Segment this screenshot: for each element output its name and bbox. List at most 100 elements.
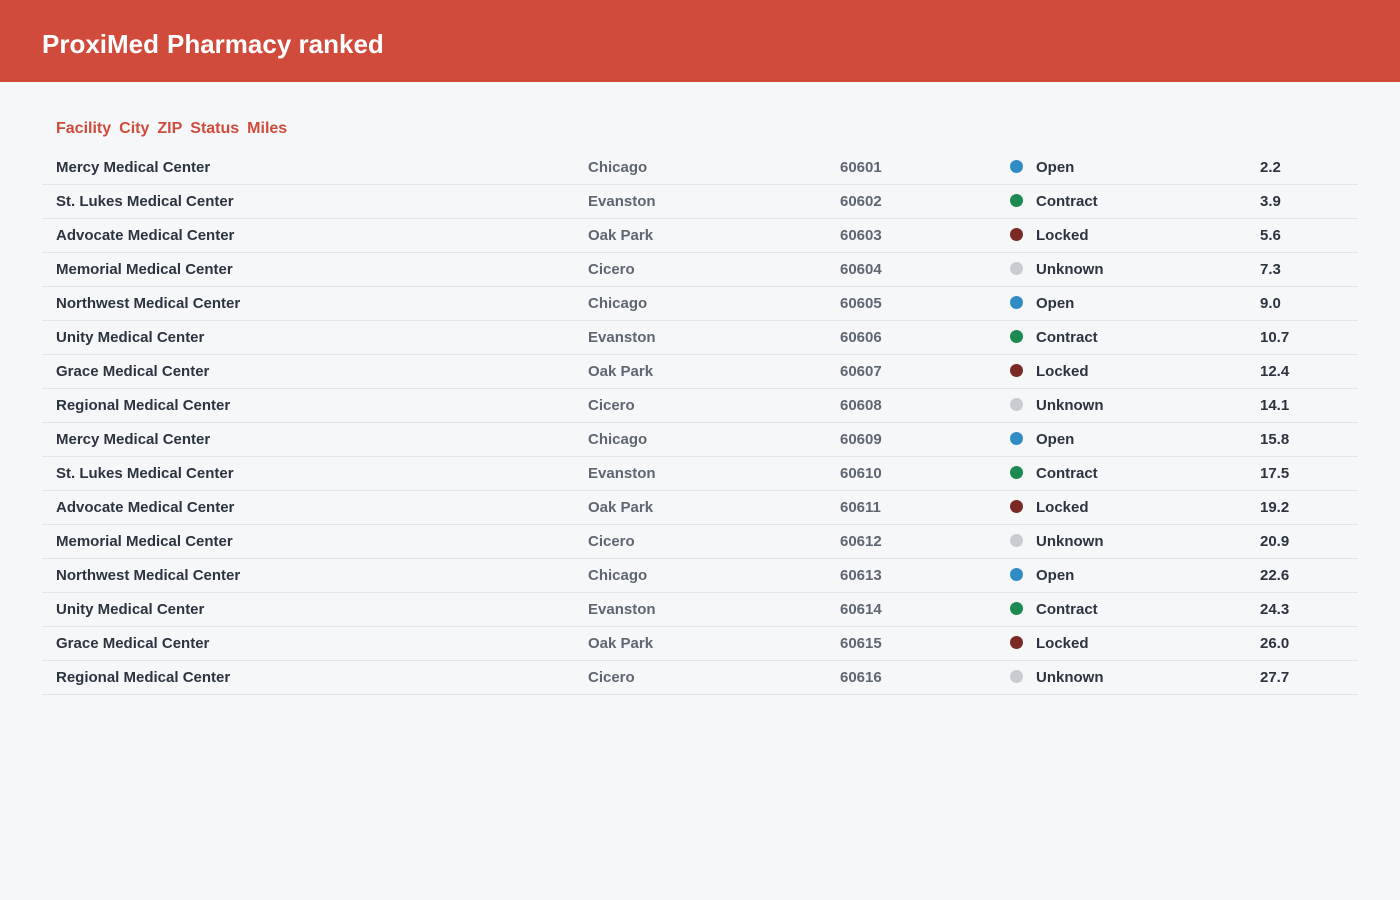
miles-cell: 12.4 — [1260, 363, 1290, 380]
status-cell: Locked — [1036, 499, 1089, 516]
zip-cell: 60605 — [840, 295, 882, 312]
zip-cell: 60610 — [840, 465, 882, 482]
miles-cell: 20.9 — [1260, 533, 1290, 550]
status-cell: Contract — [1036, 193, 1098, 210]
city-cell: Chicago — [588, 431, 648, 448]
status-dot — [1010, 398, 1023, 411]
status-dot — [1010, 194, 1023, 207]
zip-cell: 60615 — [840, 635, 882, 652]
city-cell: Evanston — [588, 601, 656, 618]
facility-cell: Regional Medical Center — [56, 669, 231, 686]
column-header: Miles — [247, 120, 288, 137]
brand: ProxiMed — [42, 29, 160, 59]
status-dot — [1010, 670, 1023, 683]
zip-cell: 60611 — [840, 499, 881, 516]
table-row: Mercy Medical Center Chicago 60601 Open 2.2 — [42, 151, 1358, 185]
status-cell: Contract — [1036, 601, 1098, 618]
table-row: Advocate Medical Center Oak Park 60611 Lock… — [42, 491, 1358, 525]
miles-cell: 14.1 — [1260, 397, 1290, 414]
miles-cell: 19.2 — [1260, 499, 1290, 516]
status-dot — [1010, 160, 1023, 173]
status-dot — [1010, 466, 1023, 479]
status-dot — [1010, 296, 1023, 309]
status-cell: Unknown — [1036, 261, 1104, 278]
zip-cell: 60614 — [840, 601, 882, 618]
facility-cell: Advocate Medical Center — [56, 499, 235, 516]
status-cell: Open — [1036, 159, 1075, 176]
table-row: Northwest Medical Center Chicago 60605 Open… — [42, 287, 1358, 321]
table-row: Advocate Medical Center Oak Park 60603 Lock… — [42, 219, 1358, 253]
table-row: Unity Medical Center Evanston 60606 Contrac… — [42, 321, 1358, 355]
status-dot — [1010, 330, 1023, 343]
column-header: ZIP — [157, 120, 183, 137]
city-cell: Cicero — [588, 261, 635, 278]
zip-cell: 60616 — [840, 669, 882, 686]
table: Mercy Medical Center Chicago 60601 Open 2.2 S… — [42, 151, 1358, 695]
header-bar: ProxiMed Pharmacy ranked — [0, 0, 1400, 82]
zip-cell: 60604 — [840, 261, 882, 278]
status-dot — [1010, 228, 1023, 241]
table-row: Memorial Medical Center Cicero 60604 Unknow… — [42, 253, 1358, 287]
facility-cell: St. Lukes Medical Center — [56, 193, 234, 210]
facility-cell: Unity Medical Center — [56, 601, 205, 618]
miles-cell: 5.6 — [1260, 227, 1281, 244]
status-cell: Unknown — [1036, 669, 1104, 686]
miles-cell: 24.3 — [1260, 601, 1290, 618]
city-cell: Oak Park — [588, 499, 654, 516]
city-cell: Cicero — [588, 397, 635, 414]
city-cell: Chicago — [588, 567, 648, 584]
facility-cell: Memorial Medical Center — [56, 533, 233, 550]
table-row: Mercy Medical Center Chicago 60609 Open 15.8 — [42, 423, 1358, 457]
zip-cell: 60603 — [840, 227, 882, 244]
facility-cell: St. Lukes Medical Center — [56, 465, 234, 482]
table-row: St. Lukes Medical Center Evanston 60602 Con… — [42, 185, 1358, 219]
status-cell: Contract — [1036, 329, 1098, 346]
facility-cell: Northwest Medical Center — [56, 567, 241, 584]
city-cell: Oak Park — [588, 635, 654, 652]
status-dot — [1010, 534, 1023, 547]
facility-cell: Grace Medical Center — [56, 635, 210, 652]
zip-cell: 60612 — [840, 533, 882, 550]
status-cell: Open — [1036, 431, 1075, 448]
facility-cell: Mercy Medical Center — [56, 431, 211, 448]
miles-cell: 3.9 — [1260, 193, 1281, 210]
facility-cell: Grace Medical Center — [56, 363, 210, 380]
table-row: Northwest Medical Center Chicago 60613 Open… — [42, 559, 1358, 593]
city-cell: Oak Park — [588, 227, 654, 244]
table-row: St. Lukes Medical Center Evanston 60610 Con… — [42, 457, 1358, 491]
status-cell: Unknown — [1036, 533, 1104, 550]
table-row: Grace Medical Center Oak Park 60607 Locked 1… — [42, 355, 1358, 389]
miles-cell: 10.7 — [1260, 329, 1290, 346]
status-cell: Locked — [1036, 635, 1089, 652]
table-row: Regional Medical Center Cicero 60616 Unknow… — [42, 661, 1358, 695]
status-cell: Contract — [1036, 465, 1098, 482]
miles-cell: 27.7 — [1260, 669, 1290, 686]
status-dot — [1010, 262, 1023, 275]
city-cell: Evanston — [588, 193, 656, 210]
zip-cell: 60606 — [840, 329, 882, 346]
status-dot — [1010, 432, 1023, 445]
table-row: Regional Medical Center Cicero 60608 Unknow… — [42, 389, 1358, 423]
miles-cell: 2.2 — [1260, 159, 1281, 176]
miles-cell: 22.6 — [1260, 567, 1290, 584]
city-cell: Oak Park — [588, 363, 654, 380]
column-header: Facility — [56, 120, 112, 137]
column-header: City — [119, 120, 150, 137]
status-dot — [1010, 568, 1023, 581]
status-cell: Open — [1036, 567, 1075, 584]
facility-cell: Regional Medical Center — [56, 397, 231, 414]
facility-cell: Northwest Medical Center — [56, 295, 241, 312]
facility-cell: Advocate Medical Center — [56, 227, 235, 244]
zip-cell: 60602 — [840, 193, 882, 210]
status-dot — [1010, 636, 1023, 649]
column-header: Status — [190, 120, 240, 137]
facility-cell: Unity Medical Center — [56, 329, 205, 346]
city-cell: Evanston — [588, 329, 656, 346]
miles-cell: 7.3 — [1260, 261, 1281, 278]
column-headers: Facility City ZIP Status Miles — [56, 119, 287, 139]
city-cell: Evanston — [588, 465, 656, 482]
miles-cell: 17.5 — [1260, 465, 1290, 482]
table-row: Unity Medical Center Evanston 60614 Contrac… — [42, 593, 1358, 627]
city-cell: Chicago — [588, 295, 648, 312]
